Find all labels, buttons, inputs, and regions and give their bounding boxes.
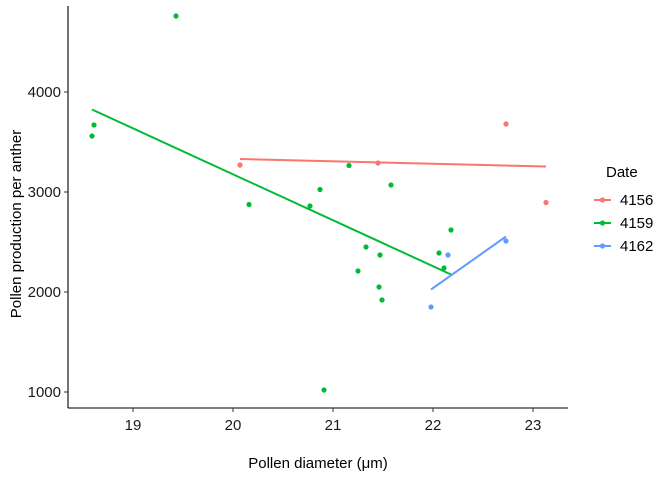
fit-line-4162 <box>430 235 507 291</box>
x-tick-label: 23 <box>525 417 542 434</box>
legend-label: 4162 <box>620 238 653 255</box>
legend-item-4156: 4156 <box>594 192 653 209</box>
data-point-4162 <box>503 238 509 244</box>
data-point-4159 <box>436 250 442 256</box>
data-point-4156 <box>237 162 243 168</box>
data-point-4159 <box>89 133 95 139</box>
data-point-4156 <box>375 160 381 166</box>
fit-lines <box>91 108 547 291</box>
data-point-4159 <box>377 252 383 258</box>
x-tick-label: 21 <box>325 417 342 434</box>
legend-label: 4159 <box>620 215 653 232</box>
data-point-4159 <box>346 162 352 169</box>
data-point-4159 <box>173 13 179 19</box>
data-point-4159 <box>441 265 447 271</box>
data-point-4159 <box>307 203 313 209</box>
legend-key-point <box>599 197 606 203</box>
data-point-4159 <box>388 182 394 188</box>
data-point-4159 <box>448 227 454 233</box>
data-point-4162 <box>428 304 434 310</box>
x-tick-label: 20 <box>225 417 242 434</box>
x-tick-label: 19 <box>125 417 142 434</box>
fit-line-4159 <box>91 108 452 276</box>
legend: Date 4156 4159 4162 <box>594 164 653 255</box>
legend-item-4159: 4159 <box>594 215 653 232</box>
data-point-4159 <box>91 122 97 128</box>
x-axis-title: Pollen diameter (μm) <box>248 455 388 472</box>
y-tick-label: 2000 <box>28 284 61 301</box>
x-tick-label: 22 <box>425 417 442 434</box>
data-point-4159 <box>379 297 385 303</box>
legend-key-point <box>599 243 606 249</box>
data-points <box>89 13 549 393</box>
plot-area <box>89 13 549 393</box>
data-point-4159 <box>376 284 382 290</box>
legend-title: Date <box>606 164 638 181</box>
y-tick-label: 4000 <box>28 84 61 101</box>
data-point-4162 <box>445 252 451 258</box>
legend-items: 4156 4159 4162 <box>594 192 653 255</box>
y-tick-label: 3000 <box>28 184 61 201</box>
data-point-4159 <box>355 268 361 274</box>
y-axis-title: Pollen production per anther <box>8 130 25 318</box>
data-point-4159 <box>317 186 323 193</box>
x-axis-ticks: 19 20 21 22 23 <box>125 408 542 434</box>
data-point-4156 <box>503 121 509 127</box>
y-tick-label: 1000 <box>28 384 61 401</box>
legend-key-point <box>599 220 606 226</box>
data-point-4159 <box>321 387 327 393</box>
data-point-4159 <box>246 201 252 208</box>
fit-line-4156 <box>239 158 547 168</box>
legend-label: 4156 <box>620 192 653 209</box>
data-point-4159 <box>363 244 369 250</box>
y-axis-ticks: 1000 2000 3000 4000 <box>28 84 68 401</box>
legend-item-4162: 4162 <box>594 238 653 255</box>
data-point-4156 <box>543 199 549 206</box>
